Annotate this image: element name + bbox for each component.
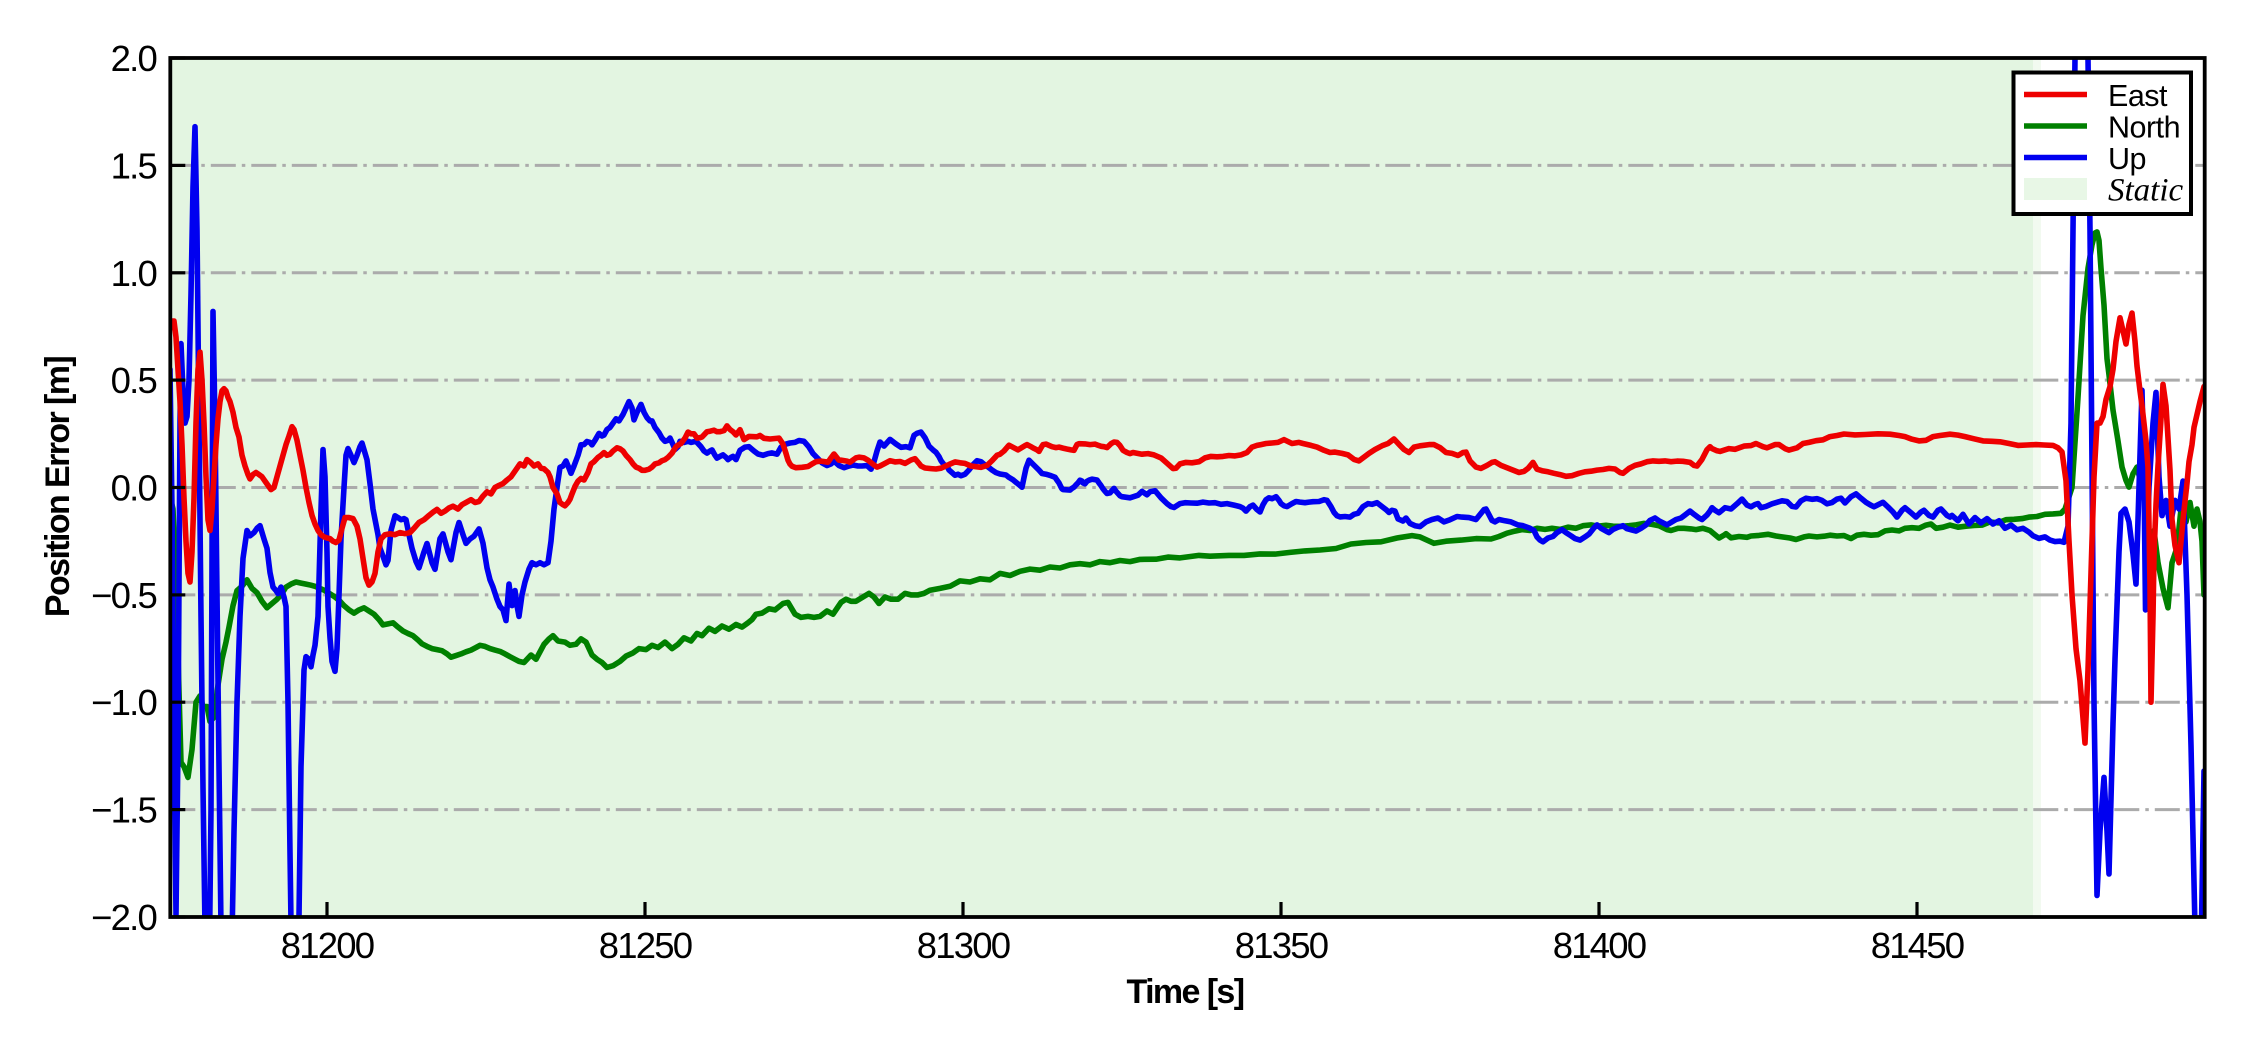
svg-text:0.5: 0.5 <box>111 360 157 401</box>
svg-text:Static: Static <box>2108 173 2184 209</box>
svg-text:−1.5: −1.5 <box>91 790 156 831</box>
svg-text:Time [s]: Time [s] <box>1127 973 1244 1011</box>
svg-text:1.5: 1.5 <box>111 145 157 186</box>
svg-text:81250: 81250 <box>599 925 692 966</box>
svg-text:East: East <box>2108 79 2168 113</box>
svg-text:Up: Up <box>2108 142 2146 176</box>
svg-text:81450: 81450 <box>1871 925 1964 966</box>
svg-text:81400: 81400 <box>1553 925 1646 966</box>
svg-text:81200: 81200 <box>281 925 374 966</box>
svg-text:1.0: 1.0 <box>111 253 157 294</box>
svg-text:81300: 81300 <box>917 925 1010 966</box>
svg-text:Position Error [m]: Position Error [m] <box>39 357 77 617</box>
svg-text:−0.5: −0.5 <box>91 575 156 616</box>
svg-text:−1.0: −1.0 <box>91 682 156 723</box>
svg-text:0.0: 0.0 <box>111 468 157 509</box>
svg-text:81350: 81350 <box>1235 925 1328 966</box>
svg-text:2.0: 2.0 <box>111 38 157 79</box>
svg-text:North: North <box>2108 111 2180 145</box>
svg-text:−2.0: −2.0 <box>91 897 156 938</box>
